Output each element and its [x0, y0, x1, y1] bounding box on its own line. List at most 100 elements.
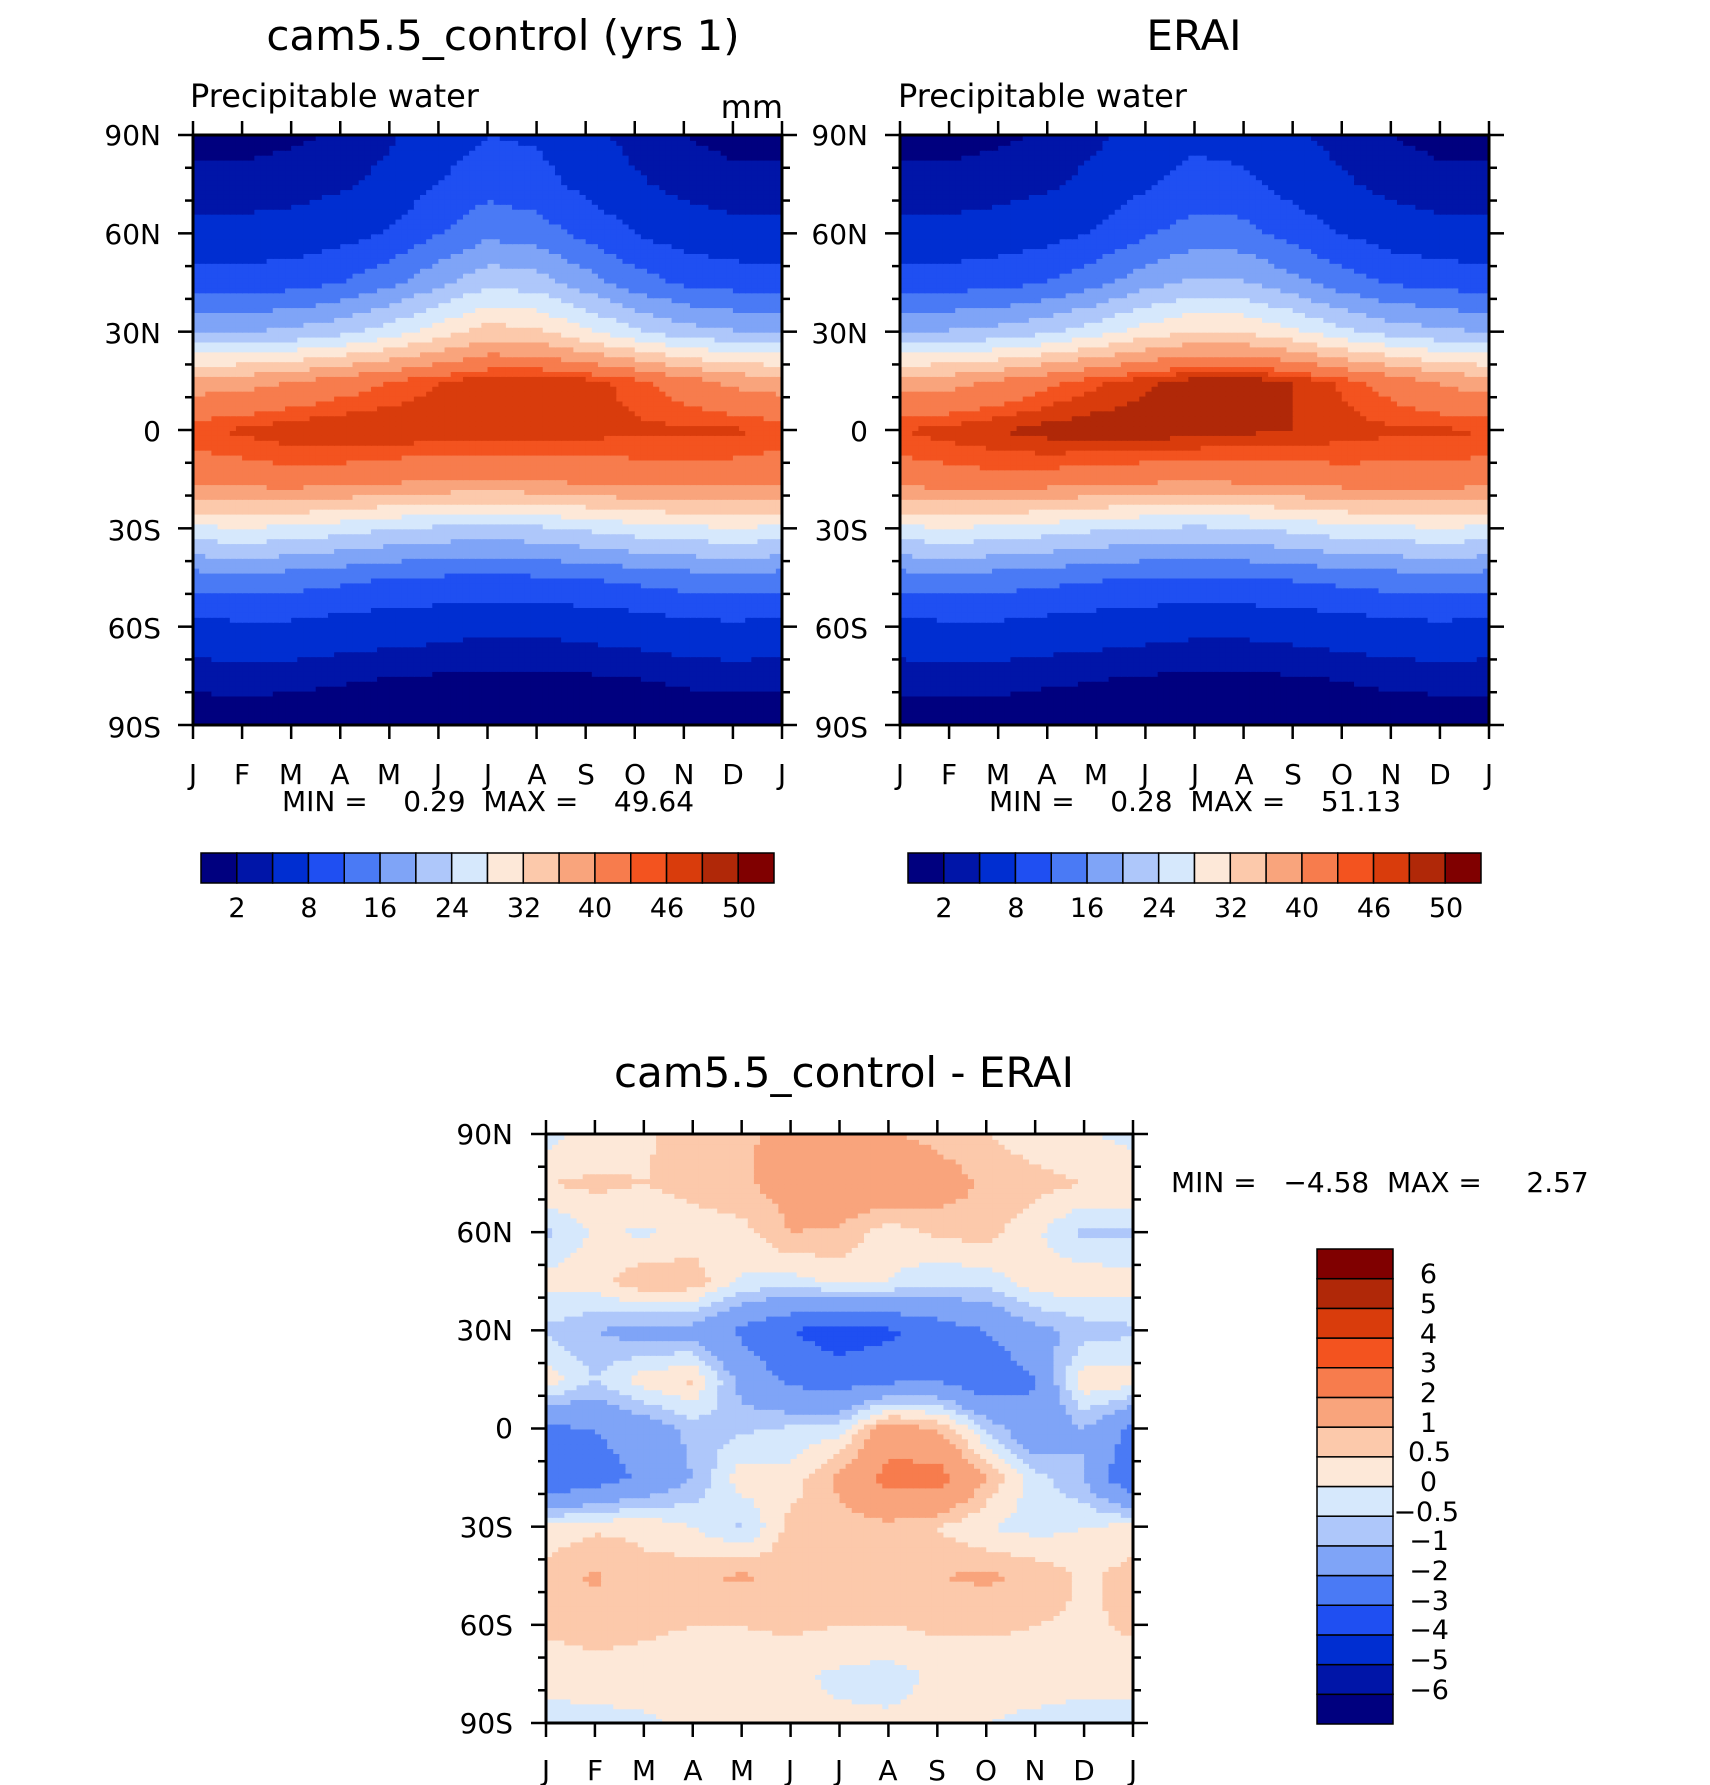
field-cell: [254, 557, 262, 564]
field-cell: [683, 611, 691, 618]
field-cell: [432, 636, 440, 643]
field-cell: [377, 695, 385, 702]
field-cell: [757, 670, 765, 677]
field-cell: [647, 562, 655, 569]
field-cell: [395, 562, 403, 569]
field-cell: [677, 567, 685, 574]
field-cell: [334, 577, 342, 584]
field-cell: [567, 666, 575, 672]
field-cell: [456, 695, 464, 702]
field-cell: [622, 602, 630, 608]
field-cell: [462, 616, 471, 623]
field-cell: [205, 626, 213, 633]
field-cell: [383, 685, 391, 692]
field-cell: [745, 646, 753, 653]
field-cell: [647, 685, 655, 692]
field-cell: [377, 636, 385, 643]
field-cell: [561, 607, 569, 613]
field-cell: [769, 651, 777, 658]
field-cell: [518, 621, 526, 628]
field-cell: [297, 631, 305, 638]
field-cell: [334, 616, 342, 623]
field-cell: [407, 636, 415, 643]
field-cell: [720, 651, 728, 658]
field-cell: [720, 636, 728, 643]
field-cell: [628, 557, 636, 564]
field-cell: [751, 592, 759, 599]
field-cell: [634, 690, 642, 697]
field-cell: [352, 548, 360, 554]
field-cell: [493, 670, 501, 677]
field-cell: [499, 636, 507, 643]
field-cell: [732, 567, 741, 574]
field-cell: [542, 685, 550, 692]
field-cell: [763, 631, 771, 638]
field-cell: [413, 710, 421, 717]
field-cell: [254, 587, 262, 594]
field-cell: [223, 557, 231, 564]
field-cell: [616, 675, 624, 682]
field-cell: [475, 592, 483, 599]
field-cell: [315, 690, 323, 697]
field-cell: [726, 666, 734, 672]
field-cell: [622, 548, 630, 554]
field-cell: [610, 548, 618, 554]
field-cell: [726, 567, 734, 574]
field-cell: [315, 572, 323, 579]
field-cell: [309, 720, 317, 725]
field-cell: [248, 685, 256, 692]
field-cell: [640, 621, 649, 628]
field-cell: [653, 552, 661, 559]
field-cell: [266, 552, 274, 559]
field-cell: [199, 705, 207, 712]
field-cell: [260, 631, 268, 638]
field-cell: [254, 685, 262, 692]
field-cell: [714, 597, 722, 604]
field-cell: [524, 641, 532, 648]
field-cell: [567, 626, 575, 633]
field-cell: [512, 710, 520, 717]
field-cell: [315, 587, 323, 594]
field-cell: [285, 700, 293, 707]
field-cell: [591, 611, 599, 618]
field-cell: [530, 646, 538, 653]
field-cell: [616, 597, 624, 604]
field-cell: [554, 597, 563, 604]
field-cell: [585, 666, 593, 672]
field-cell: [456, 715, 464, 722]
field-cell: [407, 675, 415, 682]
field-cell: [193, 587, 201, 594]
field-cell: [315, 685, 323, 692]
field-cell: [364, 587, 372, 594]
field-cell: [432, 562, 440, 569]
field-cell: [689, 695, 698, 702]
field-cell: [487, 587, 495, 594]
field-cell: [665, 670, 673, 677]
field-cell: [714, 656, 722, 663]
field-cell: [346, 567, 354, 574]
field-cell: [763, 710, 771, 717]
field-cell: [726, 611, 734, 618]
field-cell: [518, 651, 526, 658]
field-cell: [260, 548, 268, 554]
field-cell: [407, 548, 415, 554]
field-cell: [548, 685, 556, 692]
field-cell: [548, 675, 556, 682]
field-cell: [745, 597, 753, 604]
field-cell: [426, 690, 434, 697]
field-cell: [653, 675, 661, 682]
field-cell: [591, 705, 599, 712]
field-cell: [444, 705, 452, 712]
field-cell: [303, 552, 311, 559]
field-cell: [401, 690, 409, 697]
field-cell: [272, 690, 280, 697]
field-cell: [763, 720, 771, 725]
field-cell: [450, 705, 458, 712]
field-cell: [438, 597, 446, 604]
field-cell: [205, 587, 213, 594]
field-cell: [426, 636, 434, 643]
field-cell: [512, 577, 520, 584]
field-cell: [444, 567, 452, 574]
field-cell: [444, 548, 452, 554]
field-cell: [358, 700, 366, 707]
